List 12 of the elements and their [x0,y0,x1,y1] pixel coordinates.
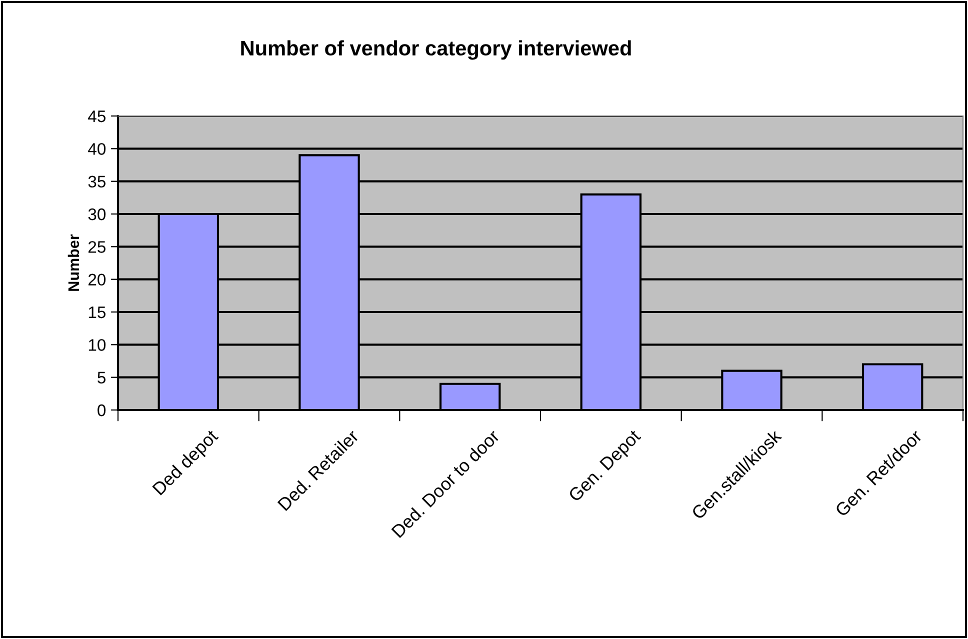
y-tick-label: 5 [98,372,106,384]
y-tick-label: 20 [88,274,106,286]
chart-title: Number of vendor category interviewed [241,40,631,60]
y-tick-label: 25 [88,241,106,253]
y-tick-label: 35 [88,176,106,188]
y-tick-label: 40 [88,143,106,155]
y-tick-label: 0 [98,404,106,416]
y-axis-title: Number [68,234,80,291]
y-tick-label: 45 [88,110,106,122]
y-tick-label: 10 [88,339,106,351]
y-tick-label: 15 [88,306,106,318]
y-tick-label: 30 [88,208,106,220]
